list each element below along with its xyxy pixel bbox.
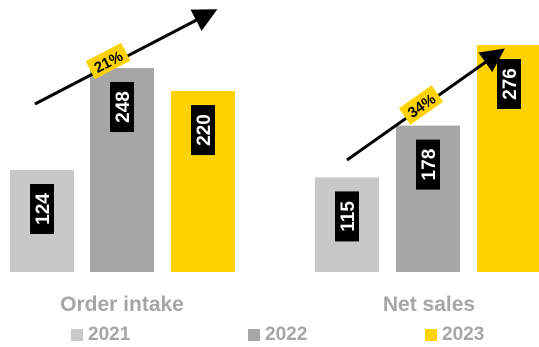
legend: 2021 2022 2023 (0, 324, 539, 346)
legend-label-2021: 2021 (88, 324, 131, 345)
legend-item-2023: 2023 (425, 324, 484, 346)
value-label-text: 178 (419, 149, 440, 181)
value-label-text: 220 (194, 114, 215, 146)
legend-swatch-2023 (425, 329, 437, 341)
value-label-box (110, 82, 134, 133)
value-label-2023-g0: 220 (191, 105, 215, 156)
value-label-box (335, 191, 359, 242)
legend-swatch-2021 (71, 329, 83, 341)
value-label-box (416, 139, 440, 190)
value-label-2022-g0: 248 (110, 82, 134, 133)
value-label-2021-g0: 124 (30, 184, 54, 235)
growth-badge-box (85, 42, 131, 80)
labels-layer: 124 115 248 178 220 276 Order intake Net sales (30, 59, 521, 316)
legend-swatch-2022 (248, 329, 260, 341)
legend-item-2022: 2022 (248, 324, 307, 346)
value-label-box (191, 105, 215, 156)
value-label-2021-g1: 115 (335, 191, 359, 242)
value-label-box (497, 59, 521, 109)
value-label-text: 115 (338, 201, 359, 232)
legend-label-2022: 2022 (265, 324, 308, 345)
category-label-g0: Order intake (60, 293, 184, 316)
value-label-box (30, 184, 54, 235)
value-label-2022-g1: 178 (416, 139, 440, 190)
growth-badge-box (398, 85, 444, 125)
value-label-text: 124 (33, 193, 54, 225)
value-label-text: 276 (500, 68, 521, 100)
value-label-text: 248 (113, 91, 134, 123)
legend-item-2021: 2021 (71, 324, 130, 346)
legend-label-2023: 2023 (442, 324, 485, 345)
category-label-g1: Net sales (383, 293, 475, 316)
value-label-2023-g1: 276 (497, 59, 521, 109)
